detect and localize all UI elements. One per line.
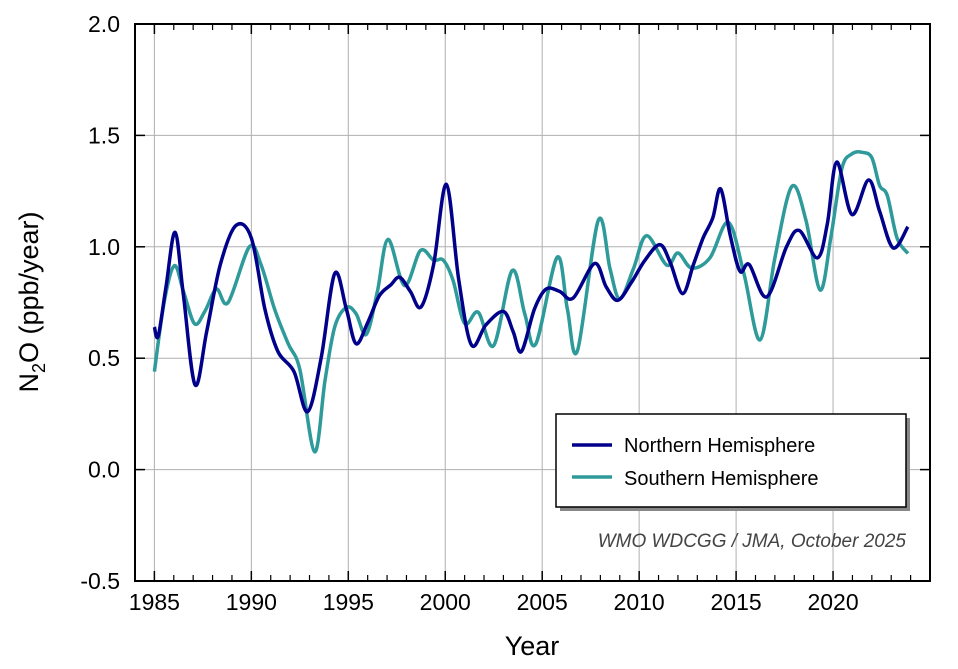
series-line-northern-hemisphere [152, 160, 910, 414]
y-tick-label: -0.5 [80, 568, 120, 594]
source-credit: WMO WDCGG / JMA, October 2025 [598, 531, 907, 552]
x-tick-label: 2015 [711, 589, 762, 615]
x-tick-label: 2010 [614, 589, 665, 615]
x-tick-label: 2020 [807, 589, 858, 615]
tick-labels: 1985 1990 1995 2000 2005 2010 2015 2020 -0.5 0.0 0… [80, 11, 858, 615]
y-axis-title: N2O (ppb/year) [14, 211, 49, 392]
x-tick-label: 1985 [129, 589, 180, 615]
plot-frame [134, 23, 931, 582]
legend-box [555, 413, 907, 508]
y-tick-label: 0.0 [88, 457, 120, 483]
y-tick-label: 0.5 [88, 345, 120, 371]
x-tick-label: 1990 [226, 589, 277, 615]
y-tick-label: 1.0 [88, 234, 120, 260]
series-line-southern-hemisphere [152, 150, 910, 454]
series-layer [152, 150, 910, 454]
y-axis-title-pre: N [14, 373, 44, 393]
legend: Northern Hemisphere Southern Hemisphere [555, 413, 910, 511]
y-axis-title-sub: 2 [29, 363, 49, 373]
y-tick-label: 1.5 [88, 122, 120, 148]
grid [135, 24, 930, 581]
ticks [134, 23, 930, 582]
x-tick-label: 1995 [323, 589, 374, 615]
x-tick-label: 2005 [517, 589, 568, 615]
legend-label-northern: Northern Hemisphere [624, 435, 815, 457]
y-axis-title-post: O (ppb/year) [14, 211, 44, 363]
y-tick-label: 2.0 [88, 11, 120, 37]
x-tick-label: 2000 [420, 589, 471, 615]
legend-label-southern: Southern Hemisphere [624, 468, 819, 490]
x-axis-title: Year [505, 631, 560, 661]
